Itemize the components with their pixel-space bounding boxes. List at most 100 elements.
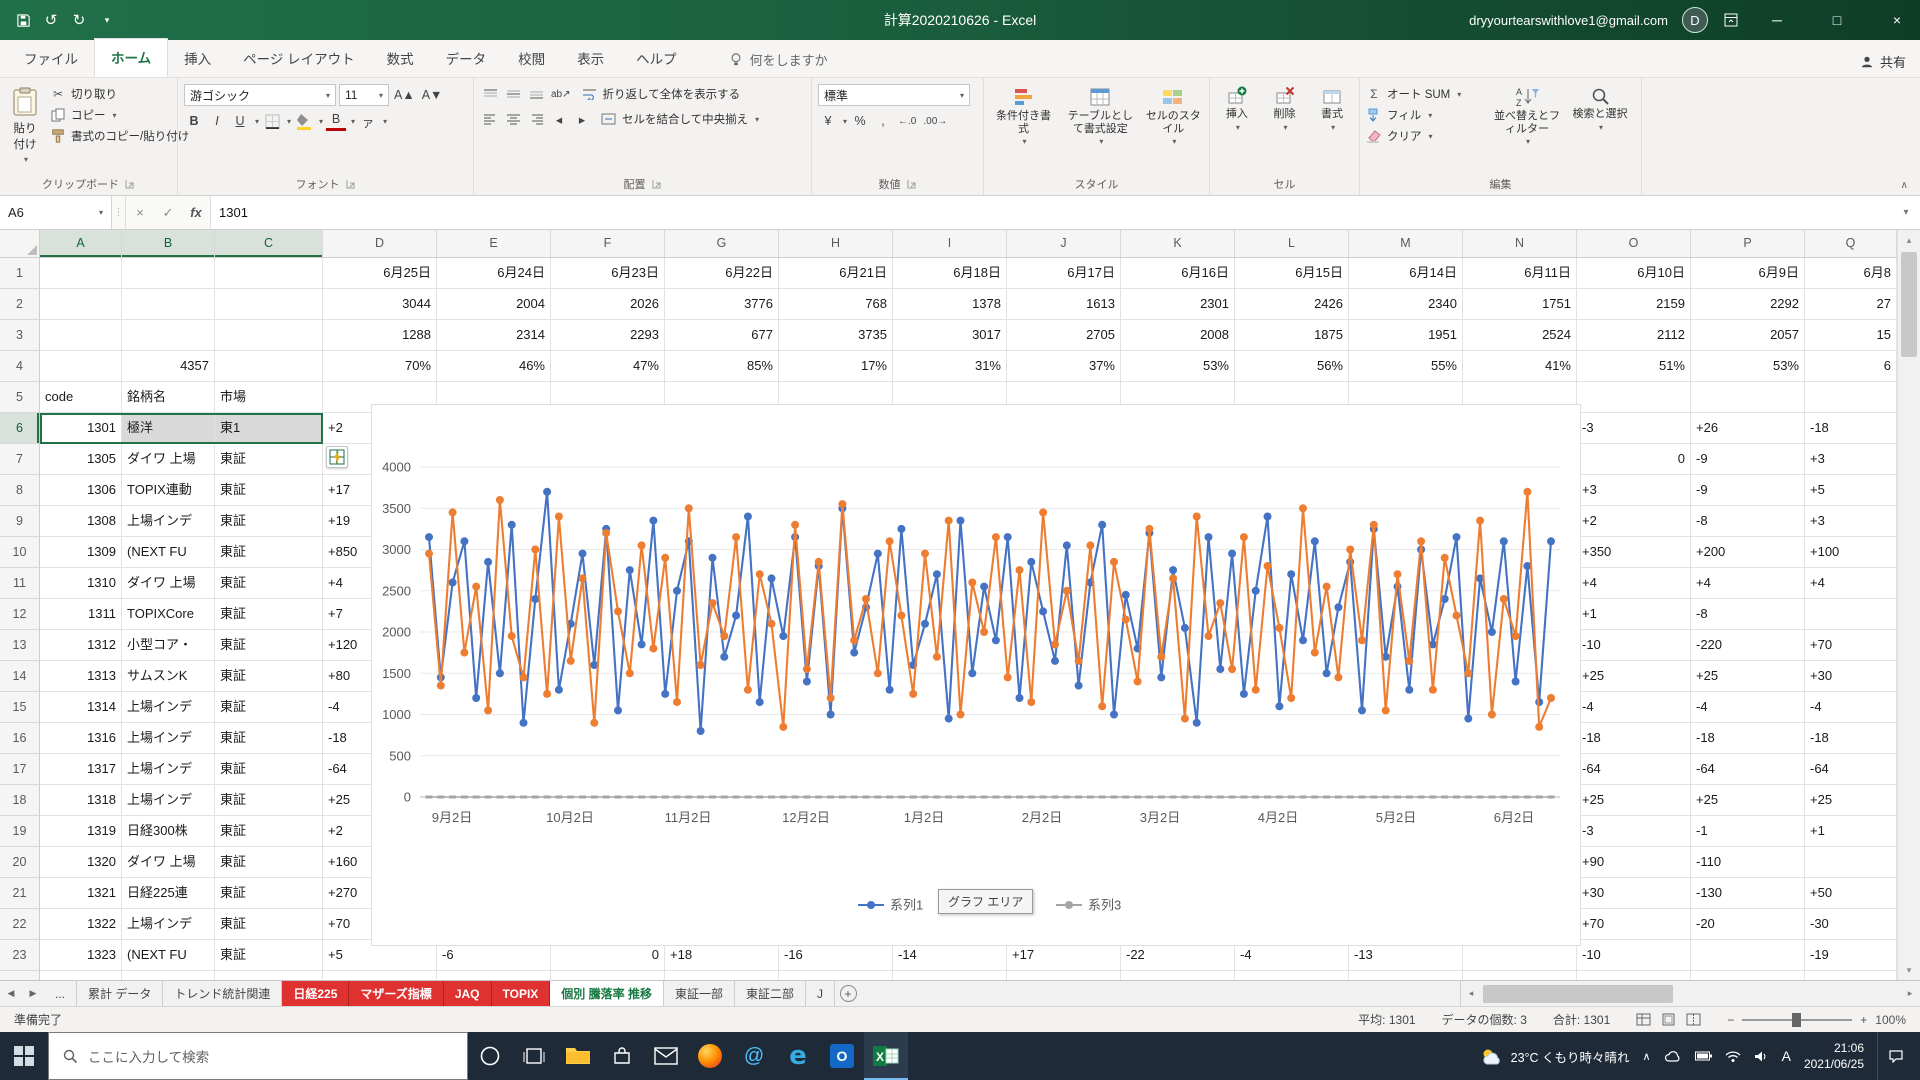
cell-H4[interactable]: 17% bbox=[779, 351, 893, 382]
column-header-J[interactable]: J bbox=[1007, 230, 1121, 257]
cell-Q10[interactable]: +100 bbox=[1805, 537, 1897, 568]
number-format-combo[interactable]: 標準 ▾ bbox=[818, 84, 970, 106]
cell-I2[interactable]: 1378 bbox=[893, 289, 1007, 320]
cell-L4[interactable]: 56% bbox=[1235, 351, 1349, 382]
cell-styles-dropdown-icon[interactable]: ▾ bbox=[1172, 137, 1176, 146]
cell-B8[interactable]: TOPIX連動 bbox=[122, 475, 215, 506]
cell-D3[interactable]: 1288 bbox=[323, 320, 437, 351]
quick-analysis-button[interactable] bbox=[326, 446, 348, 468]
column-header-L[interactable]: L bbox=[1235, 230, 1349, 257]
row-header-7[interactable]: 7 bbox=[0, 444, 40, 475]
scroll-up-icon[interactable]: ▴ bbox=[1898, 230, 1920, 250]
weather-widget[interactable]: 23°C くもり時々晴れ bbox=[1480, 1047, 1630, 1066]
zoom-slider[interactable] bbox=[1742, 1019, 1852, 1021]
cell-Q14[interactable]: +30 bbox=[1805, 661, 1897, 692]
row-header-21[interactable]: 21 bbox=[0, 878, 40, 909]
cell-O2[interactable]: 2159 bbox=[1577, 289, 1691, 320]
cell-C9[interactable]: 東証 bbox=[215, 506, 323, 537]
cell-B1[interactable] bbox=[122, 258, 215, 289]
align-middle-button[interactable] bbox=[503, 84, 523, 104]
cell-C10[interactable]: 東証 bbox=[215, 537, 323, 568]
cell-C20[interactable]: 東証 bbox=[215, 847, 323, 878]
cell-K24[interactable] bbox=[1121, 971, 1235, 980]
cell-M24[interactable] bbox=[1349, 971, 1463, 980]
cell-O24[interactable] bbox=[1577, 971, 1691, 980]
cell-Q3[interactable]: 15 bbox=[1805, 320, 1897, 351]
number-dialog-launcher-icon[interactable] bbox=[907, 179, 917, 189]
cell-I3[interactable]: 3017 bbox=[893, 320, 1007, 351]
avatar[interactable]: D bbox=[1682, 7, 1708, 33]
cell-C12[interactable]: 東証 bbox=[215, 599, 323, 630]
cell-O18[interactable]: +25 bbox=[1577, 785, 1691, 816]
cell-G3[interactable]: 677 bbox=[665, 320, 779, 351]
column-header-N[interactable]: N bbox=[1463, 230, 1577, 257]
align-left-button[interactable] bbox=[480, 109, 500, 129]
cell-A16[interactable]: 1316 bbox=[40, 723, 122, 754]
add-sheet-button[interactable]: + bbox=[835, 981, 861, 1006]
cell-K2[interactable]: 2301 bbox=[1121, 289, 1235, 320]
bold-button[interactable]: B bbox=[184, 111, 204, 131]
cell-M4[interactable]: 55% bbox=[1349, 351, 1463, 382]
cell-C14[interactable]: 東証 bbox=[215, 661, 323, 692]
cell-O15[interactable]: -4 bbox=[1577, 692, 1691, 723]
file-explorer-icon[interactable] bbox=[556, 1032, 600, 1080]
clipboard-dialog-launcher-icon[interactable] bbox=[125, 179, 135, 189]
cell-G2[interactable]: 3776 bbox=[665, 289, 779, 320]
name-box-dropdown-icon[interactable]: ▾ bbox=[99, 208, 103, 217]
start-button[interactable] bbox=[0, 1032, 48, 1080]
cell-A24[interactable] bbox=[40, 971, 122, 980]
sheet-tab-TOPIX[interactable]: TOPIX bbox=[492, 981, 551, 1006]
ribbon-display-options-icon[interactable] bbox=[1722, 8, 1740, 32]
cell-O1[interactable]: 6月10日 bbox=[1577, 258, 1691, 289]
cell-O4[interactable]: 51% bbox=[1577, 351, 1691, 382]
cell-P9[interactable]: -8 bbox=[1691, 506, 1805, 537]
row-header-1[interactable]: 1 bbox=[0, 258, 40, 289]
cell-O23[interactable]: -10 bbox=[1577, 940, 1691, 971]
sheet-nav-right-icon[interactable]: ▶ bbox=[22, 981, 44, 1006]
cell-P14[interactable]: +25 bbox=[1691, 661, 1805, 692]
cell-L3[interactable]: 1875 bbox=[1235, 320, 1349, 351]
cell-O20[interactable]: +90 bbox=[1577, 847, 1691, 878]
cell-A9[interactable]: 1308 bbox=[40, 506, 122, 537]
cell-Q8[interactable]: +5 bbox=[1805, 475, 1897, 506]
scroll-left-icon[interactable]: ◂ bbox=[1461, 988, 1481, 999]
sheet-tab-東証一部[interactable]: 東証一部 bbox=[664, 981, 735, 1006]
align-center-button[interactable] bbox=[503, 109, 523, 129]
conditional-dropdown-icon[interactable]: ▾ bbox=[1022, 137, 1026, 146]
cell-N24[interactable] bbox=[1463, 971, 1577, 980]
underline-dropdown-icon[interactable]: ▾ bbox=[255, 117, 259, 126]
onedrive-cloud-icon[interactable] bbox=[1664, 1050, 1682, 1062]
align-bottom-button[interactable] bbox=[526, 84, 546, 104]
cell-B2[interactable] bbox=[122, 289, 215, 320]
cell-E2[interactable]: 2004 bbox=[437, 289, 551, 320]
horizontal-scrollbar[interactable]: ◂ ▸ bbox=[1460, 981, 1920, 1006]
cell-Q17[interactable]: -64 bbox=[1805, 754, 1897, 785]
column-header-F[interactable]: F bbox=[551, 230, 665, 257]
cell-H24[interactable] bbox=[779, 971, 893, 980]
cell-C5[interactable]: 市場 bbox=[215, 382, 323, 413]
cell-E3[interactable]: 2314 bbox=[437, 320, 551, 351]
page-layout-view-icon[interactable] bbox=[1661, 1013, 1676, 1026]
formula-bar-expand-icon[interactable]: ▾ bbox=[1892, 196, 1920, 229]
cell-Q7[interactable]: +3 bbox=[1805, 444, 1897, 475]
cell-N3[interactable]: 2524 bbox=[1463, 320, 1577, 351]
cell-B24[interactable] bbox=[122, 971, 215, 980]
font-color-button[interactable]: B bbox=[326, 111, 346, 131]
taskbar-search-input[interactable]: ここに入力して検索 bbox=[48, 1032, 468, 1080]
cell-P20[interactable]: -110 bbox=[1691, 847, 1805, 878]
cell-Q21[interactable]: +50 bbox=[1805, 878, 1897, 909]
phonetic-dropdown-icon[interactable]: ▾ bbox=[383, 117, 387, 126]
cell-A3[interactable] bbox=[40, 320, 122, 351]
cell-Q18[interactable]: +25 bbox=[1805, 785, 1897, 816]
cell-A17[interactable]: 1317 bbox=[40, 754, 122, 785]
font-size-dropdown-icon[interactable]: ▾ bbox=[379, 91, 383, 100]
cell-B9[interactable]: 上場インデ bbox=[122, 506, 215, 537]
tab-review[interactable]: 校閲 bbox=[502, 40, 561, 77]
cell-L1[interactable]: 6月15日 bbox=[1235, 258, 1349, 289]
cell-O11[interactable]: +4 bbox=[1577, 568, 1691, 599]
row-header-13[interactable]: 13 bbox=[0, 630, 40, 661]
scroll-right-icon[interactable]: ▸ bbox=[1900, 988, 1920, 999]
cortana-icon[interactable] bbox=[468, 1032, 512, 1080]
row-header-4[interactable]: 4 bbox=[0, 351, 40, 382]
cell-P21[interactable]: -130 bbox=[1691, 878, 1805, 909]
